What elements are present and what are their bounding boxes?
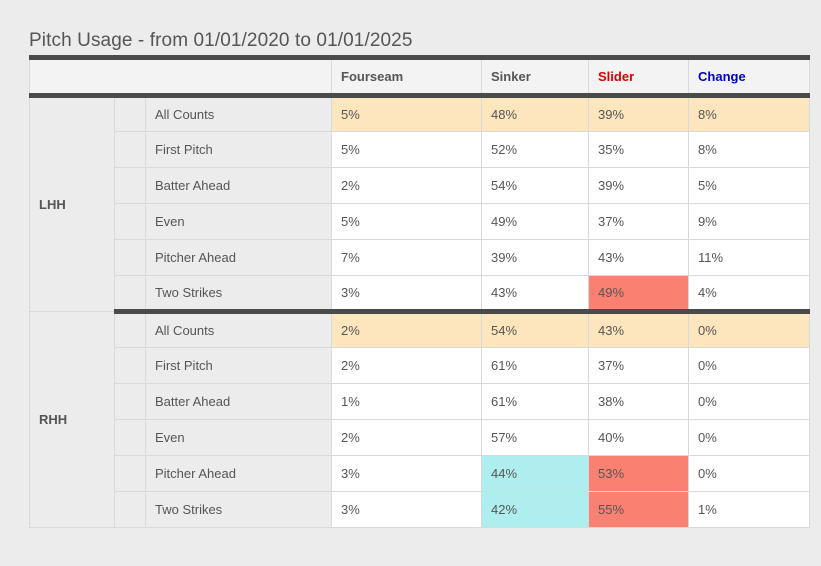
usage-cell: 1% — [331, 383, 483, 420]
usage-cell: 42% — [481, 491, 590, 528]
usage-cell: 48% — [481, 95, 590, 132]
spacer-cell — [114, 311, 146, 348]
count-label: Two Strikes — [144, 275, 333, 314]
spacer-cell — [114, 491, 146, 528]
usage-cell: 0% — [688, 419, 811, 456]
column-header-fourseam[interactable]: Fourseam — [331, 57, 483, 98]
usage-cell: 38% — [588, 383, 690, 420]
table-row: Pitcher Ahead 7% 39% 43% 11% — [30, 239, 811, 276]
count-label: All Counts — [144, 95, 333, 132]
usage-cell: 2% — [331, 419, 483, 456]
table-row: First Pitch 5% 52% 35% 8% — [30, 131, 811, 168]
table-row: First Pitch 2% 61% 37% 0% — [30, 347, 811, 384]
usage-cell: 61% — [481, 383, 590, 420]
spacer-cell — [114, 455, 146, 492]
usage-cell: 4% — [688, 275, 811, 314]
usage-cell: 1% — [688, 491, 811, 528]
usage-cell: 35% — [588, 131, 690, 168]
count-label: Pitcher Ahead — [144, 239, 333, 276]
usage-cell: 49% — [481, 203, 590, 240]
usage-cell: 0% — [688, 383, 811, 420]
spacer-cell — [114, 419, 146, 456]
column-header-slider[interactable]: Slider — [588, 57, 690, 98]
header-blank — [28, 57, 333, 98]
count-label: Batter Ahead — [144, 383, 333, 420]
table-row: LHH All Counts 5% 48% 39% 8% — [29, 95, 811, 312]
usage-cell: 7% — [331, 239, 483, 276]
header-row: Fourseam Sinker Slider Change — [28, 57, 811, 98]
usage-cell: 55% — [588, 491, 690, 528]
spacer-cell — [114, 275, 146, 314]
usage-cell: 54% — [481, 167, 590, 204]
count-label: Two Strikes — [144, 491, 333, 528]
usage-cell: 0% — [688, 347, 811, 384]
page-title: Pitch Usage - from 01/01/2020 to 01/01/2… — [29, 29, 413, 51]
spacer-cell — [114, 383, 146, 420]
count-label: First Pitch — [144, 131, 333, 168]
usage-cell: 57% — [481, 419, 590, 456]
table-row: Pitcher Ahead 3% 44% 53% 0% — [30, 455, 811, 492]
usage-cell: 43% — [588, 239, 690, 276]
spacer-cell — [114, 167, 146, 204]
table-row: Batter Ahead 2% 54% 39% 5% — [30, 167, 811, 204]
spacer-cell — [114, 131, 146, 168]
usage-cell: 39% — [588, 167, 690, 204]
usage-cell: 2% — [331, 167, 483, 204]
column-header-sinker[interactable]: Sinker — [481, 57, 590, 98]
count-label: Even — [144, 419, 333, 456]
group-label-rhh: RHH — [29, 311, 115, 528]
count-label: Batter Ahead — [144, 167, 333, 204]
usage-cell: 39% — [588, 95, 690, 132]
usage-cell: 43% — [481, 275, 590, 314]
usage-cell: 3% — [331, 275, 483, 314]
table-row: RHH All Counts 2% 54% 43% 0% — [29, 311, 811, 528]
pitch-usage-table: Fourseam Sinker Slider Change LHH All Cou… — [28, 55, 811, 528]
count-label: Pitcher Ahead — [144, 455, 333, 492]
usage-cell: 0% — [688, 311, 811, 348]
spacer-cell — [114, 347, 146, 384]
usage-cell: 54% — [481, 311, 590, 348]
table-row: Even 5% 49% 37% 9% — [30, 203, 811, 240]
usage-cell: 5% — [331, 203, 483, 240]
usage-cell: 3% — [331, 491, 483, 528]
spacer-cell — [114, 239, 146, 276]
usage-cell: 37% — [588, 203, 690, 240]
usage-cell: 11% — [688, 239, 811, 276]
usage-cell: 53% — [588, 455, 690, 492]
table-body: LHH All Counts 5% 48% 39% 8% First Pitch 5% 52% 3… — [29, 95, 811, 528]
usage-cell: 44% — [481, 455, 590, 492]
count-label: First Pitch — [144, 347, 333, 384]
usage-cell: 40% — [588, 419, 690, 456]
table-row: Two Strikes 3% 43% 49% 4% — [30, 275, 811, 314]
usage-cell: 8% — [688, 131, 811, 168]
usage-cell: 2% — [331, 311, 483, 348]
spacer-cell — [114, 95, 146, 132]
table-row: Even 2% 57% 40% 0% — [30, 419, 811, 456]
usage-cell: 2% — [331, 347, 483, 384]
usage-cell: 8% — [688, 95, 811, 132]
spacer-cell — [114, 203, 146, 240]
usage-cell: 49% — [588, 275, 690, 314]
table-row: Batter Ahead 1% 61% 38% 0% — [30, 383, 811, 420]
usage-cell: 9% — [688, 203, 811, 240]
usage-cell: 52% — [481, 131, 590, 168]
usage-cell: 5% — [331, 95, 483, 132]
usage-cell: 3% — [331, 455, 483, 492]
usage-cell: 0% — [688, 455, 811, 492]
usage-cell: 43% — [588, 311, 690, 348]
usage-cell: 37% — [588, 347, 690, 384]
column-header-change[interactable]: Change — [688, 57, 811, 98]
usage-cell: 39% — [481, 239, 590, 276]
usage-cell: 61% — [481, 347, 590, 384]
count-label: Even — [144, 203, 333, 240]
group-label-lhh: LHH — [29, 95, 115, 312]
table-row: Two Strikes 3% 42% 55% 1% — [30, 491, 811, 528]
count-label: All Counts — [144, 311, 333, 348]
usage-cell: 5% — [331, 131, 483, 168]
usage-cell: 5% — [688, 167, 811, 204]
